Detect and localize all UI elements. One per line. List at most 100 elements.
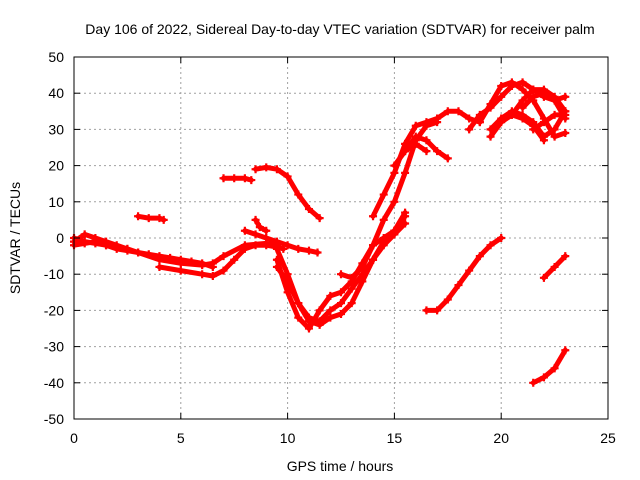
data-point	[550, 262, 559, 271]
data-point	[347, 273, 356, 282]
data-point	[198, 270, 207, 279]
data-point	[159, 215, 168, 224]
data-point	[529, 85, 538, 94]
data-point	[80, 230, 89, 239]
series-s7	[240, 226, 322, 257]
data-point	[539, 373, 548, 382]
series-s26	[529, 346, 570, 387]
data-point	[433, 114, 442, 123]
data-point	[102, 237, 111, 246]
data-point	[219, 174, 228, 183]
y-tick-label: 10	[48, 194, 64, 210]
series-s13	[337, 118, 442, 282]
data-point	[401, 219, 410, 228]
data-point	[326, 306, 335, 315]
data-point	[155, 214, 164, 223]
data-point	[294, 299, 303, 308]
data-point	[262, 234, 271, 242]
series-s12	[272, 208, 410, 329]
series-s9	[251, 163, 324, 223]
grid	[74, 57, 608, 419]
series-track	[391, 134, 451, 169]
data-point	[240, 244, 249, 253]
data-point	[507, 110, 516, 119]
data-point	[283, 172, 292, 181]
data-point	[422, 147, 431, 156]
data-point	[422, 306, 431, 315]
data-point	[422, 136, 431, 145]
data-point	[507, 78, 516, 87]
data-point	[369, 241, 378, 250]
data-point	[251, 215, 260, 224]
data-point	[486, 132, 495, 141]
data-point	[433, 306, 442, 315]
data-point	[240, 174, 249, 183]
data-point	[539, 136, 548, 145]
data-point	[134, 212, 143, 221]
y-tick-label: -50	[44, 411, 64, 427]
series-s4	[134, 212, 168, 224]
data-point	[550, 364, 559, 373]
y-tick-label: 0	[56, 230, 64, 246]
data-point	[561, 346, 570, 355]
data-point	[304, 317, 313, 326]
series-s17	[422, 234, 506, 315]
x-tick-label: 0	[70, 430, 78, 446]
data-point	[465, 125, 474, 134]
x-tick-label: 15	[387, 430, 403, 446]
data-point	[518, 78, 527, 87]
data-point	[80, 237, 89, 246]
data-point	[240, 226, 249, 235]
data-point	[134, 248, 143, 257]
data-point	[550, 96, 559, 105]
data-point	[251, 241, 260, 250]
data-point	[155, 255, 164, 264]
data-point	[337, 270, 345, 279]
y-tick-label: -40	[44, 375, 64, 391]
data-point	[390, 161, 399, 170]
series-s25	[539, 252, 570, 282]
data-point	[294, 244, 303, 253]
data-point	[497, 118, 506, 127]
series-s16	[401, 139, 431, 156]
y-tick-label: 30	[48, 121, 64, 137]
data-point	[390, 197, 399, 206]
x-tick-label: 20	[493, 430, 509, 446]
data-point	[411, 121, 420, 130]
data-point	[550, 110, 559, 119]
series-track	[530, 112, 568, 132]
data-point	[315, 214, 324, 223]
data-point	[272, 237, 281, 246]
data-point	[529, 92, 538, 101]
data-point	[550, 132, 559, 141]
series-s6	[219, 174, 256, 185]
data-point	[465, 114, 474, 123]
data-point	[272, 262, 281, 271]
series-s8	[251, 215, 271, 235]
data-point	[443, 154, 452, 163]
data-point	[379, 237, 388, 246]
data-point	[230, 255, 239, 264]
data-point	[401, 168, 410, 177]
data-point	[422, 118, 431, 127]
series-track	[488, 108, 568, 140]
data-point	[433, 147, 442, 156]
data-point	[326, 291, 335, 300]
data-point	[144, 214, 153, 223]
data-point	[326, 313, 335, 322]
data-point	[401, 147, 410, 156]
data-point	[337, 310, 345, 319]
data-point	[315, 320, 324, 329]
data-point	[304, 205, 313, 214]
data-point	[198, 261, 207, 270]
data-point	[347, 299, 356, 308]
data-point	[251, 230, 260, 239]
data-point	[411, 139, 420, 148]
data-point	[219, 252, 228, 261]
data-point	[347, 284, 356, 293]
series-s24	[529, 110, 570, 134]
x-tick-label: 25	[600, 430, 616, 446]
data-point	[486, 241, 495, 250]
data-point	[454, 281, 463, 290]
series-track	[423, 235, 504, 313]
